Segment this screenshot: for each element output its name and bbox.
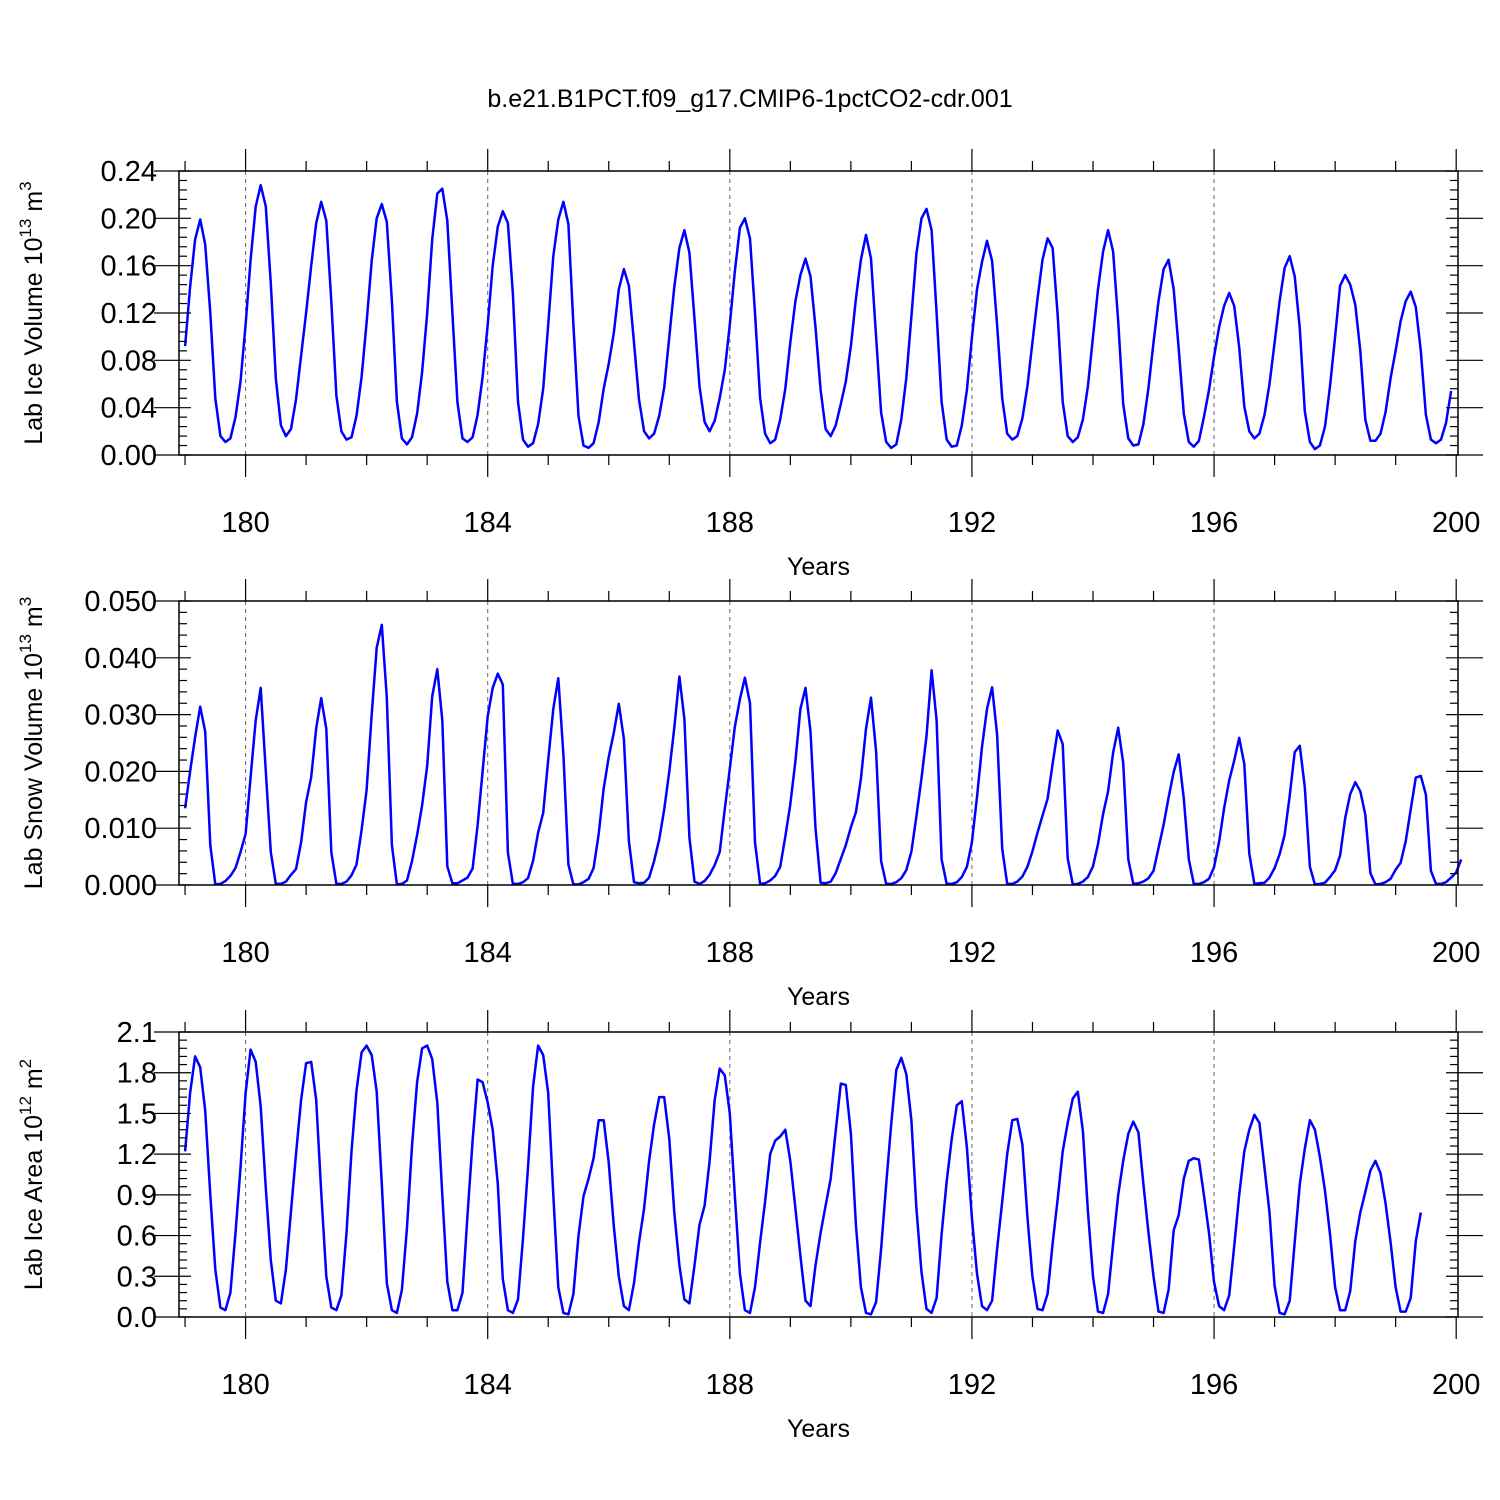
series-line — [183, 183, 1453, 451]
y-tick-label: 1.8 — [117, 1058, 157, 1090]
y-axis-label-exponent: 13 — [16, 634, 35, 653]
panel-snow-volume: 0.000 0.010 0.020 0.030 0.040 0.050 180 184 188 1… — [16, 579, 1483, 1011]
x-tick-label: 184 — [464, 937, 512, 969]
panel-ice-volume: 0.00 0.04 0.08 0.12 0.16 0.20 0.24 180 184 188 192… — [16, 149, 1483, 581]
panel-ice-area: 0.0 0.3 0.6 0.9 1.2 1.5 1.8 2.1 180 184 188 192 196 2… — [16, 1010, 1483, 1443]
plot-frame — [178, 1031, 1459, 1318]
x-tick-label: 200 — [1432, 1369, 1480, 1401]
y-axis-label-text: Lab Ice Volume 10 — [20, 238, 48, 445]
y-tick-label: 0.030 — [84, 700, 157, 732]
y-axis-label-text: Lab Snow Volume 10 — [20, 653, 48, 889]
y-tick-label: 0.24 — [101, 156, 157, 188]
x-tick-label: 192 — [948, 937, 996, 969]
y-tick-label: 0.12 — [101, 298, 157, 330]
y-tick-label: 0.04 — [101, 393, 157, 425]
y-axis-label-exponent: 13 — [16, 219, 35, 238]
y-tick-label: 0.08 — [101, 345, 157, 377]
y-axis-label-unit-exponent: 3 — [16, 597, 35, 606]
x-tick-label: 180 — [221, 937, 269, 969]
y-tick-label: 0.20 — [101, 203, 157, 235]
panels: 0.00 0.04 0.08 0.12 0.16 0.20 0.24 180 184 188 192… — [16, 149, 1483, 1443]
y-tick-label: 1.2 — [117, 1139, 157, 1171]
y-tick-label: 0.000 — [84, 870, 157, 902]
y-tick-label: 0.0 — [117, 1302, 157, 1334]
x-tick-label: 188 — [706, 507, 754, 539]
x-axis-label: Years — [787, 553, 850, 581]
x-tick-label: 192 — [948, 1369, 996, 1401]
y-tick-label: 0.16 — [101, 251, 157, 283]
y-axis-label-unit-exponent: 3 — [16, 181, 35, 190]
x-axis-label: Years — [787, 1415, 850, 1443]
x-tick-label: 196 — [1190, 507, 1238, 539]
x-axis-label: Years — [787, 983, 850, 1011]
series-line — [183, 1044, 1423, 1316]
x-tick-label: 192 — [948, 507, 996, 539]
x-tick-label: 200 — [1432, 937, 1480, 969]
y-tick-label: 0.00 — [101, 440, 157, 472]
y-tick-label: 0.3 — [117, 1261, 157, 1293]
y-tick-label: 0.050 — [84, 586, 157, 618]
x-tick-label: 184 — [464, 507, 512, 539]
y-tick-label: 0.9 — [117, 1180, 157, 1212]
y-tick-label: 0.020 — [84, 756, 157, 788]
y-axis-label-unit: m — [20, 191, 48, 219]
x-tick-label: 180 — [221, 507, 269, 539]
y-tick-label: 1.5 — [117, 1098, 157, 1130]
x-tick-label: 184 — [464, 1369, 512, 1401]
y-tick-label: 0.040 — [84, 643, 157, 675]
plot-frame — [178, 600, 1459, 886]
y-tick-label: 2.1 — [117, 1017, 157, 1049]
y-axis-label-unit-exponent: 2 — [16, 1059, 35, 1068]
x-tick-label: 196 — [1190, 937, 1238, 969]
x-tick-label: 188 — [706, 937, 754, 969]
y-axis-label-unit: m — [20, 606, 48, 634]
y-axis-label: Lab Ice Volume 1013 m3 — [16, 181, 48, 444]
y-axis-label: Lab Snow Volume 1013 m3 — [16, 597, 48, 889]
y-axis-label-unit: m — [20, 1068, 48, 1096]
x-tick-label: 180 — [221, 1369, 269, 1401]
y-axis-label-text: Lab Ice Area 10 — [20, 1115, 48, 1290]
y-axis-label: Lab Ice Area 1012 m2 — [16, 1059, 48, 1290]
x-tick-label: 188 — [706, 1369, 754, 1401]
y-tick-label: 0.010 — [84, 813, 157, 845]
x-tick-label: 200 — [1432, 507, 1480, 539]
y-axis-label-exponent: 12 — [16, 1096, 35, 1115]
x-tick-label: 196 — [1190, 1369, 1238, 1401]
y-tick-label: 0.6 — [117, 1221, 157, 1253]
figure-title: b.e21.B1PCT.f09_g17.CMIP6-1pctCO2-cdr.00… — [487, 85, 1012, 113]
